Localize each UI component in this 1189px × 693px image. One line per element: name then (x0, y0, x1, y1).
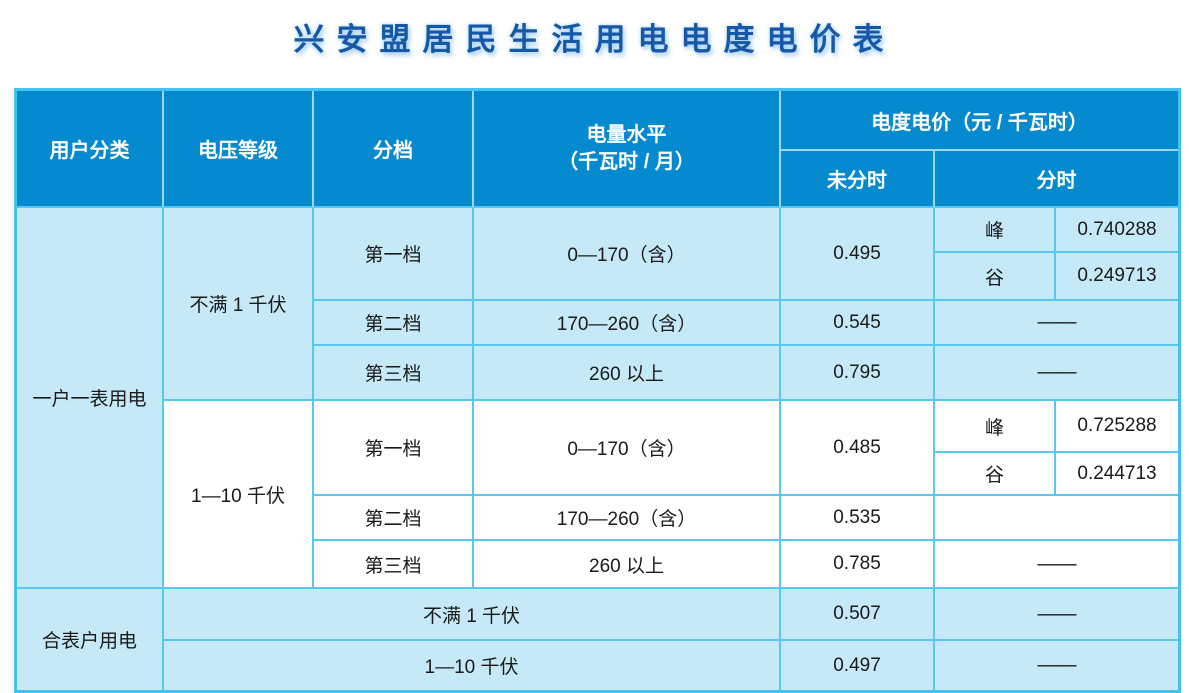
table-row: 谷 0.249713 (17, 253, 1179, 301)
flat-price-cell: 0.485 (781, 401, 935, 496)
tou-dash-cell: —— (935, 346, 1179, 401)
header-usage-level: 电量水平 （千瓦时 / 月） (474, 91, 781, 208)
tier-cell: 第二档 (314, 496, 474, 541)
flat-price-cell: 0.535 (781, 496, 935, 541)
peak-label-cell: 峰 (935, 401, 1056, 453)
tier-cell: 第三档 (314, 346, 474, 401)
table-row: 第二档 170—260（含） 0.545 —— (17, 301, 1179, 346)
usage-range-cell: 260 以上 (474, 541, 781, 589)
user-category-cell: 合表户用电 (17, 589, 164, 690)
peak-label-cell: 峰 (935, 208, 1056, 253)
flat-price-cell: 0.497 (781, 641, 935, 690)
price-table: 用户分类 电压等级 分档 电量水平 （千瓦时 / 月） 电度电价（元 / 千瓦时… (14, 88, 1182, 693)
flat-price-cell: 0.795 (781, 346, 935, 401)
usage-range-cell: 0—170（含） (474, 401, 781, 496)
header-voltage-level: 电压等级 (164, 91, 314, 208)
valley-price-cell: 0.244713 (1056, 453, 1179, 496)
table-row: 合表户用电 不满 1 千伏 0.507 —— (17, 589, 1179, 690)
header-tou-rate: 分时 (935, 151, 1179, 208)
usage-range-cell: 170—260（含） (474, 301, 781, 346)
tier-cell: 第一档 (314, 401, 474, 496)
header-usage-line2: （千瓦时 / 月） (558, 150, 695, 173)
header-tier: 分档 (314, 91, 474, 208)
usage-range-cell: 260 以上 (474, 346, 781, 401)
flat-price-cell: 0.507 (781, 589, 935, 641)
peak-price-cell: 0.725288 (1056, 401, 1179, 453)
peak-price-cell: 0.740288 (1056, 208, 1179, 253)
usage-range-cell: 170—260（含） (474, 496, 781, 541)
voltage-cell: 1—10 千伏 (164, 401, 314, 589)
tou-dash-cell: —— (935, 589, 1179, 641)
voltage-merged-cell: 1—10 千伏 (164, 641, 781, 690)
header-price-group: 电度电价（元 / 千瓦时） (781, 91, 1179, 151)
tier-cell: 第一档 (314, 208, 474, 301)
flat-price-cell: 0.545 (781, 301, 935, 346)
table-row: 第三档 260 以上 0.785 —— (17, 541, 1179, 589)
flat-price-cell: 0.495 (781, 208, 935, 301)
valley-price-cell: 0.249713 (1056, 253, 1179, 301)
tier-cell: 第三档 (314, 541, 474, 589)
table-row: 1—10 千伏 0.497 —— (17, 641, 1179, 690)
tou-empty-cell (935, 496, 1179, 541)
tier-cell: 第二档 (314, 301, 474, 346)
tou-dash-cell: —— (935, 641, 1179, 690)
header-row-2: 未分时 分时 (17, 151, 1179, 208)
table-row: 第二档 170—260（含） 0.535 (17, 496, 1179, 541)
flat-price-cell: 0.785 (781, 541, 935, 589)
valley-label-cell: 谷 (935, 453, 1056, 496)
header-row-1: 用户分类 电压等级 分档 电量水平 （千瓦时 / 月） 电度电价（元 / 千瓦时… (17, 91, 1179, 208)
tou-dash-cell: —— (935, 541, 1179, 589)
tou-dash-cell: —— (935, 301, 1179, 346)
table-row: 一户一表用电 不满 1 千伏 第一档 0—170（含） 0.495 峰 0.74… (17, 208, 1179, 589)
header-usage-line1: 电量水平 (586, 123, 667, 146)
table-row: 第三档 260 以上 0.795 —— (17, 346, 1179, 401)
table-row: 1—10 千伏 第一档 0—170（含） 0.485 峰 0.725288 (17, 401, 1179, 589)
table-row: 谷 0.244713 (17, 453, 1179, 496)
voltage-cell: 不满 1 千伏 (164, 208, 314, 401)
user-category-cell: 一户一表用电 (17, 208, 164, 589)
page-title: 兴安盟居民生活用电电度电价表 (293, 21, 896, 57)
voltage-merged-cell: 不满 1 千伏 (164, 589, 781, 641)
valley-label-cell: 谷 (935, 253, 1056, 301)
usage-range-cell: 0—170（含） (474, 208, 781, 301)
header-flat-rate: 未分时 (781, 151, 935, 208)
header-user-category: 用户分类 (17, 91, 164, 208)
